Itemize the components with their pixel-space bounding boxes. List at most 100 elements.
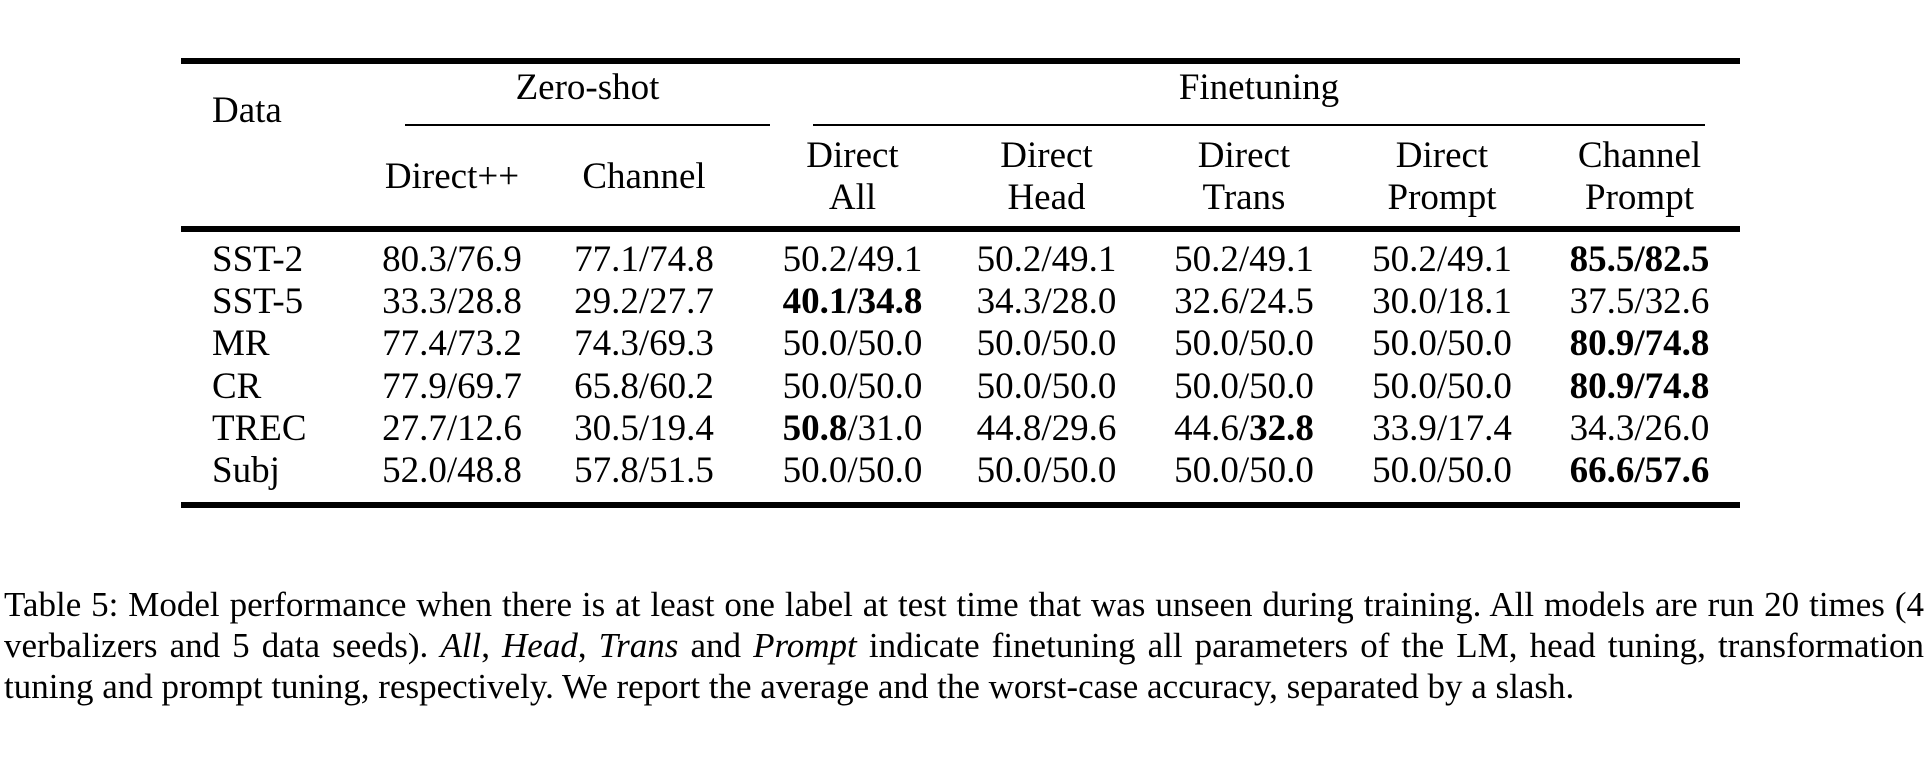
table-cell: 52.0/48.8 bbox=[371, 450, 533, 492]
row-label: SST-2 bbox=[212, 239, 304, 280]
column-header: Direct Trans bbox=[1143, 132, 1345, 222]
table-body: SST-2 80.3/76.9 77.1/74.8 50.2/49.1 50.2/49.… bbox=[181, 239, 1740, 492]
table-cell: 32.6/24.5 bbox=[1143, 281, 1345, 323]
cell-value-bold: 40.1/34.8 bbox=[782, 281, 923, 323]
cell-value: 50.2/49.1 bbox=[1174, 239, 1314, 280]
table-cell: 74.3/69.3 bbox=[533, 323, 755, 365]
row-label: TREC bbox=[212, 407, 307, 449]
column-header: Direct All bbox=[755, 132, 950, 222]
table-cell: 50.0/50.0 bbox=[755, 323, 950, 365]
caption-text: Table 5: Model performance when there is… bbox=[4, 585, 1924, 665]
caption-text: , bbox=[577, 626, 599, 665]
table-cell: 50.0/50.0 bbox=[950, 323, 1143, 365]
cell-value: 50.0/50.0 bbox=[976, 449, 1117, 491]
caption-italic-term: Trans bbox=[598, 626, 679, 665]
table-cell: 50.2/49.1 bbox=[950, 239, 1143, 281]
table-cell: 77.4/73.2 bbox=[371, 323, 533, 365]
column-header-line: Direct bbox=[1000, 135, 1093, 176]
caption-text: indicate finetuning all parameters of th… bbox=[4, 626, 1925, 706]
table-cell: 80.3/76.9 bbox=[371, 239, 533, 281]
table-cell: 29.2/27.7 bbox=[533, 281, 755, 323]
table-cell: 50.0/50.0 bbox=[1143, 450, 1345, 492]
table-cell: 50.2/49.1 bbox=[1143, 239, 1345, 281]
table-cell: 85.5/82.5 bbox=[1539, 239, 1740, 281]
cell-value: 77.9/69.7 bbox=[382, 365, 522, 407]
cell-value-bold: 80.9/74.8 bbox=[1569, 323, 1710, 365]
cell-value: 50.0/50.0 bbox=[1174, 365, 1314, 407]
cell-value-bold: 85.5/82.5 bbox=[1569, 239, 1710, 280]
cell-value: 29.2/27.7 bbox=[574, 281, 714, 323]
cell-value: 33.3/28.8 bbox=[382, 281, 522, 323]
caption-italic-term: Head bbox=[502, 626, 578, 665]
row-label: CR bbox=[212, 365, 262, 407]
column-header-line: Prompt bbox=[1387, 177, 1497, 218]
table-row: SST-5 33.3/28.8 29.2/27.7 40.1/34.8 34.3/28.… bbox=[181, 281, 1740, 323]
table-cell: 50.2/49.1 bbox=[1345, 239, 1539, 281]
table-cell: 50.0/50.0 bbox=[755, 450, 950, 492]
column-header-line: Direct bbox=[1395, 135, 1489, 176]
finetuning-underline-rule bbox=[813, 124, 1705, 126]
column-header-line: Head bbox=[1007, 177, 1086, 218]
table-cell: 80.9/74.8 bbox=[1539, 366, 1740, 408]
cell-value: 50.2/49.1 bbox=[782, 239, 923, 280]
cell-value: 27.7/12.6 bbox=[382, 407, 522, 449]
caption-text: , bbox=[481, 626, 503, 665]
table-row: CR 77.9/69.7 65.8/60.2 50.0/50.0 50.0/50.0 50… bbox=[181, 366, 1740, 408]
column-header-line: Direct bbox=[1197, 135, 1291, 176]
column-header-line: All bbox=[828, 177, 877, 218]
cell-value: 33.9/17.4 bbox=[1372, 407, 1512, 449]
table-cell: 50.0/50.0 bbox=[1345, 366, 1539, 408]
zero-shot-underline-rule bbox=[405, 124, 770, 126]
column-header-line: Trans bbox=[1202, 177, 1286, 218]
cell-value: 50.0/50.0 bbox=[1372, 323, 1512, 365]
column-header-line: Prompt bbox=[1585, 177, 1694, 218]
table-row: MR 77.4/73.2 74.3/69.3 50.0/50.0 50.0/50.0 50… bbox=[181, 323, 1740, 365]
row-label: Subj bbox=[212, 449, 280, 491]
table-cell: 34.3/28.0 bbox=[950, 281, 1143, 323]
cell-value: 77.4/73.2 bbox=[382, 323, 522, 365]
cell-value: 80.3/76.9 bbox=[382, 239, 522, 280]
cell-value: 52.0/48.8 bbox=[382, 449, 522, 491]
table-cell: 27.7/12.6 bbox=[371, 408, 533, 450]
table-cell: 50.0/50.0 bbox=[1143, 323, 1345, 365]
cell-value: 74.3/69.3 bbox=[574, 323, 714, 365]
cell-value: 30.0/18.1 bbox=[1372, 281, 1512, 323]
cell-value: 30.5/19.4 bbox=[574, 407, 714, 449]
cell-value: 44.6/ bbox=[1174, 407, 1250, 449]
cell-value: 50.0/50.0 bbox=[1372, 365, 1512, 407]
table-cell: 50.0/50.0 bbox=[950, 450, 1143, 492]
row-label: MR bbox=[212, 323, 270, 365]
table-cell: 50.0/50.0 bbox=[1345, 323, 1539, 365]
cell-value: 65.8/60.2 bbox=[574, 365, 714, 407]
cell-value-bold: 66.6/57.6 bbox=[1569, 449, 1710, 491]
column-header: Channel Prompt bbox=[1539, 132, 1740, 222]
table-cell: 30.5/19.4 bbox=[533, 408, 755, 450]
table-cell: 50.0/50.0 bbox=[950, 366, 1143, 408]
table-row: TREC 27.7/12.6 30.5/19.4 50.8/31.0 44.8/29.6… bbox=[181, 408, 1740, 450]
table-cell: 50.8/31.0 bbox=[755, 408, 950, 450]
column-header-line: Direct++ bbox=[384, 156, 520, 197]
column-header-row: Direct++ Channel Direct All Direct Head Direct… bbox=[181, 132, 1740, 222]
column-header: Direct++ bbox=[371, 132, 533, 222]
table-cell: 77.1/74.8 bbox=[533, 239, 755, 281]
cell-value: 50.2/49.1 bbox=[1372, 239, 1512, 280]
table-cell: 50.0/50.0 bbox=[1143, 366, 1345, 408]
cell-value: 50.0/50.0 bbox=[976, 323, 1117, 365]
column-header-spacer bbox=[181, 132, 371, 222]
cell-value: 50.0/50.0 bbox=[782, 449, 923, 491]
table-cell: 33.9/17.4 bbox=[1345, 408, 1539, 450]
table-bottom-rule bbox=[181, 502, 1740, 508]
cell-value: 32.6/24.5 bbox=[1174, 281, 1314, 323]
table-cell: 65.8/60.2 bbox=[533, 366, 755, 408]
cell-value: 50.0/50.0 bbox=[1174, 449, 1314, 491]
column-header-line: Channel bbox=[582, 156, 706, 197]
table-caption: Table 5: Model performance when there is… bbox=[4, 584, 1924, 707]
table-row: Subj 52.0/48.8 57.8/51.5 50.0/50.0 50.0/50.0… bbox=[181, 450, 1740, 492]
table-cell: 57.8/51.5 bbox=[533, 450, 755, 492]
table-cell: 66.6/57.6 bbox=[1539, 450, 1740, 492]
cell-value-bold: 80.9/74.8 bbox=[1569, 365, 1710, 407]
group-header-zero-shot: Zero-shot bbox=[515, 67, 660, 108]
data-column-header: Data bbox=[212, 90, 282, 131]
table-cell: 77.9/69.7 bbox=[371, 366, 533, 408]
